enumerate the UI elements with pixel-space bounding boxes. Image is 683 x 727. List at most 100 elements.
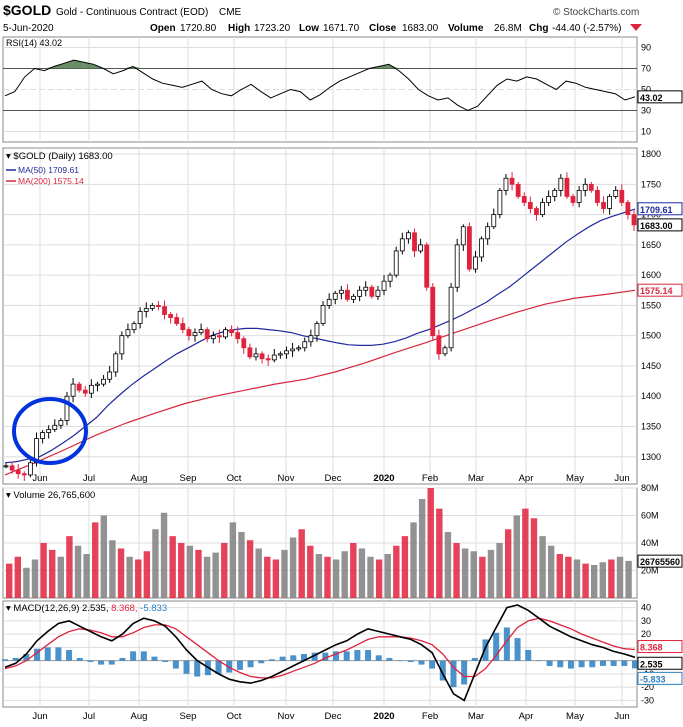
candle-body	[338, 289, 344, 294]
x-tick-label: Sep	[180, 473, 197, 484]
candle-body	[558, 177, 564, 191]
candle-body	[497, 189, 503, 215]
candle-body	[399, 238, 405, 252]
volume-bar	[246, 540, 254, 598]
candle-body	[27, 462, 33, 476]
candle-body	[265, 358, 271, 361]
candle-body	[204, 329, 210, 340]
volume-bar	[590, 565, 598, 598]
macd-signal-line	[4, 617, 636, 679]
volume-last-label-box	[637, 554, 683, 568]
volume-bar	[83, 554, 90, 598]
rsi-title: RSI(14) 43.02	[6, 38, 62, 48]
ma50-end-label: 1709.61	[640, 205, 673, 215]
macd-histogram-bar	[333, 651, 340, 661]
macd-legend: ▾ MACD(12,26,9) 2.535, 8.368, -5.833	[6, 603, 167, 614]
macd-histogram-bar	[247, 660, 254, 668]
macd-histogram-bar	[503, 627, 510, 661]
x-axis: Jun Jul Aug Sep Oct Nov Dec 2020 Feb Mar Apr May Jun…	[32, 473, 629, 722]
volume-bar	[109, 540, 116, 598]
candle-body	[503, 177, 509, 191]
candle-body	[326, 298, 332, 306]
x-tick-label: May	[566, 473, 584, 484]
volume-bar	[212, 552, 219, 598]
macd-legend-part: 2.535,	[82, 603, 111, 614]
macd-histogram-bar	[567, 660, 574, 669]
x-tick-label: Feb	[422, 711, 438, 722]
macd-histogram-bar	[140, 651, 147, 661]
volume-bar	[178, 543, 185, 598]
macd-legend-part: ▾ MACD(12,26,9)	[6, 603, 82, 614]
volume-bar	[49, 549, 56, 598]
candle-body	[156, 305, 161, 308]
close-end-label: 1683.00	[640, 221, 673, 231]
down-arrow-icon	[630, 24, 642, 31]
price-tick-label: 1800	[641, 149, 661, 159]
macd-frame	[2, 600, 638, 708]
x-tick-label: Jun	[32, 473, 47, 484]
macd-histogram-bar	[98, 660, 105, 665]
x-tick-label: Feb	[422, 473, 438, 484]
volume-bar	[229, 522, 237, 598]
candle-body	[40, 432, 45, 439]
candle-body	[418, 244, 424, 252]
macd-histogram-bar	[429, 660, 436, 669]
candle-body	[576, 189, 582, 203]
macd-histogram-bar	[407, 660, 414, 662]
volume-bar	[160, 512, 168, 598]
volume-bar	[74, 545, 82, 598]
volume-tick-label: 80M	[641, 483, 659, 493]
exchange-label: CME	[219, 7, 242, 18]
volume-bar	[470, 551, 477, 598]
candle-body	[174, 317, 180, 324]
macd-histogram-bar	[397, 660, 404, 662]
candle-body	[241, 338, 247, 349]
candle-body	[595, 189, 600, 203]
candle-body	[424, 244, 430, 288]
macd-histogram-bar	[525, 650, 532, 661]
x-tick-label: Jul	[83, 711, 95, 722]
candle-body	[64, 395, 70, 421]
volume-value: 26.8M	[494, 23, 522, 34]
candle-body	[70, 383, 76, 397]
macd-signal-end-label-box	[637, 640, 683, 654]
candle-body	[625, 202, 631, 215]
macd-signal-end-label: 8.368	[640, 643, 663, 653]
high-label: High	[228, 23, 250, 34]
volume-panel: 20M 40M 60M 80M ▾ Volume 26,765,600 26765560	[2, 483, 683, 599]
chg-value: -44.40 (-2.57%)	[552, 23, 621, 34]
macd-histogram-bar	[172, 660, 179, 669]
candle-body	[302, 341, 308, 349]
close-label: Close	[369, 23, 397, 34]
macd-histogram-bar	[621, 660, 628, 666]
candle-body	[76, 383, 82, 391]
volume-title: ▾ Volume 26,765,600	[6, 490, 95, 501]
x-tick-label: 2020	[373, 711, 394, 722]
macd-histogram-bar	[162, 660, 169, 662]
macd-hist-end-label-box	[637, 671, 683, 685]
candle-body	[314, 323, 320, 337]
candle-body	[235, 332, 241, 340]
x-tick-label: Apr	[519, 473, 534, 484]
volume-last-label: 26765560	[640, 557, 680, 567]
volume-label: Volume	[448, 23, 484, 34]
x-tick-label: Jun	[32, 711, 47, 722]
volume-bar	[487, 549, 495, 598]
volume-bar	[264, 556, 271, 598]
candle-body	[229, 329, 234, 334]
volume-bar	[410, 522, 417, 598]
volume-bar	[238, 532, 245, 598]
symbol-title: $GOLD	[3, 2, 51, 18]
volume-bar	[255, 548, 262, 598]
macd-legend-part: -5.833	[140, 603, 167, 614]
volume-bar	[221, 543, 228, 598]
ma200-end-label-box	[637, 283, 683, 297]
candle-body	[619, 189, 625, 203]
price-tick-label: 1600	[641, 270, 661, 280]
volume-bar	[341, 551, 348, 598]
volume-bar	[332, 559, 340, 598]
macd-histogram-bar	[268, 659, 275, 661]
close-end-label-box	[637, 218, 683, 232]
macd-histogram-bar	[589, 660, 596, 668]
